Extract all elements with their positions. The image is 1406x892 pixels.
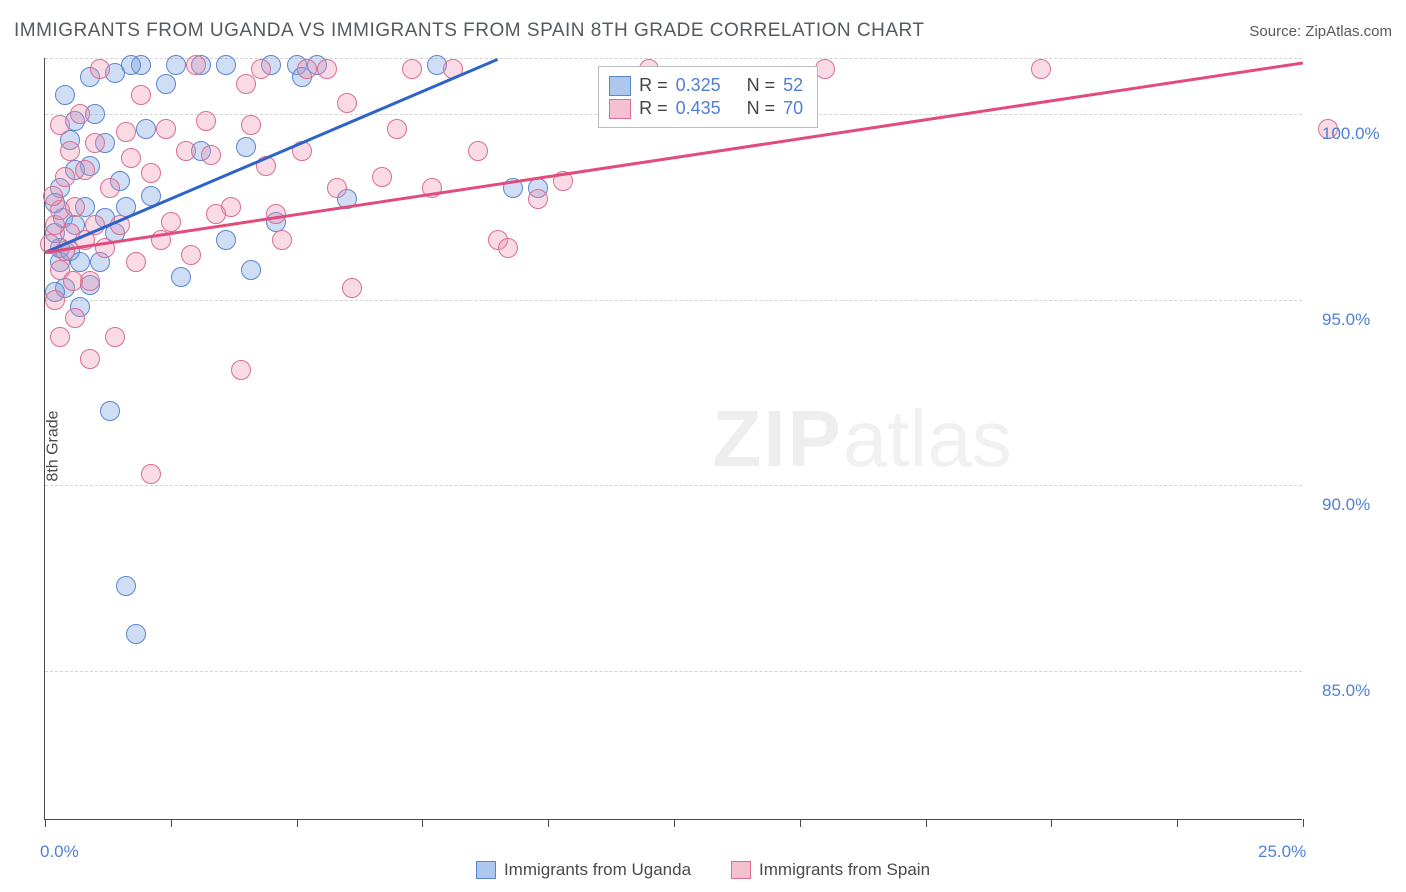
data-point bbox=[141, 163, 161, 183]
data-point bbox=[100, 401, 120, 421]
data-point bbox=[90, 59, 110, 79]
data-point bbox=[156, 74, 176, 94]
data-point bbox=[468, 141, 488, 161]
correlation-legend: R = 0.325 N = 52R = 0.435 N = 70 bbox=[598, 66, 818, 128]
source-label: Source: ZipAtlas.com bbox=[1249, 23, 1392, 40]
data-point bbox=[206, 204, 226, 224]
data-point bbox=[116, 576, 136, 596]
data-point bbox=[80, 271, 100, 291]
data-point bbox=[402, 59, 422, 79]
data-point bbox=[55, 85, 75, 105]
data-point bbox=[70, 104, 90, 124]
x-tick bbox=[171, 819, 172, 827]
data-point bbox=[75, 160, 95, 180]
data-point bbox=[43, 186, 63, 206]
data-point bbox=[121, 55, 141, 75]
data-point bbox=[131, 85, 151, 105]
data-point bbox=[337, 93, 357, 113]
data-point bbox=[272, 230, 292, 250]
x-tick bbox=[674, 819, 675, 827]
data-point bbox=[216, 230, 236, 250]
bottom-legend: Immigrants from Uganda Immigrants from Sp… bbox=[0, 860, 1406, 880]
data-point bbox=[136, 119, 156, 139]
y-tick-label: 95.0% bbox=[1322, 310, 1370, 330]
data-point bbox=[156, 119, 176, 139]
legend-swatch bbox=[609, 99, 631, 119]
x-tick bbox=[45, 819, 46, 827]
data-point bbox=[372, 167, 392, 187]
data-point bbox=[241, 260, 261, 280]
x-tick-label: 0.0% bbox=[40, 842, 79, 862]
x-tick-label: 25.0% bbox=[1258, 842, 1306, 862]
x-tick bbox=[1177, 819, 1178, 827]
data-point bbox=[60, 141, 80, 161]
data-point bbox=[121, 148, 141, 168]
legend-item: Immigrants from Uganda bbox=[476, 860, 691, 880]
legend-row: R = 0.435 N = 70 bbox=[609, 98, 803, 119]
data-point bbox=[1031, 59, 1051, 79]
data-point bbox=[50, 115, 70, 135]
data-point bbox=[50, 327, 70, 347]
x-tick bbox=[548, 819, 549, 827]
y-tick-label: 90.0% bbox=[1322, 495, 1370, 515]
chart-title: IMMIGRANTS FROM UGANDA VS IMMIGRANTS FRO… bbox=[14, 20, 925, 42]
data-point bbox=[186, 55, 206, 75]
data-point bbox=[317, 59, 337, 79]
gridline bbox=[45, 671, 1302, 672]
data-point bbox=[236, 137, 256, 157]
legend-row: R = 0.325 N = 52 bbox=[609, 75, 803, 96]
x-tick bbox=[297, 819, 298, 827]
legend-swatch bbox=[609, 76, 631, 96]
data-point bbox=[45, 290, 65, 310]
y-tick-label: 85.0% bbox=[1322, 681, 1370, 701]
data-point bbox=[171, 267, 191, 287]
x-tick bbox=[926, 819, 927, 827]
y-tick-label: 100.0% bbox=[1322, 124, 1380, 144]
data-point bbox=[236, 74, 256, 94]
data-point bbox=[176, 141, 196, 161]
data-point bbox=[55, 167, 75, 187]
data-point bbox=[216, 55, 236, 75]
data-point bbox=[241, 115, 261, 135]
data-point bbox=[65, 308, 85, 328]
x-tick bbox=[422, 819, 423, 827]
data-point bbox=[100, 178, 120, 198]
watermark: ZIPatlas bbox=[712, 393, 1011, 485]
data-point bbox=[80, 349, 100, 369]
legend-item: Immigrants from Spain bbox=[731, 860, 930, 880]
data-point bbox=[181, 245, 201, 265]
data-point bbox=[498, 238, 518, 258]
legend-swatch bbox=[476, 861, 496, 879]
data-point bbox=[196, 111, 216, 131]
x-tick bbox=[1051, 819, 1052, 827]
legend-swatch bbox=[731, 861, 751, 879]
data-point bbox=[166, 55, 186, 75]
data-point bbox=[105, 327, 125, 347]
data-point bbox=[201, 145, 221, 165]
data-point bbox=[116, 122, 136, 142]
data-point bbox=[297, 59, 317, 79]
data-point bbox=[161, 212, 181, 232]
data-point bbox=[141, 464, 161, 484]
gridline bbox=[45, 485, 1302, 486]
data-point bbox=[327, 178, 347, 198]
data-point bbox=[85, 133, 105, 153]
data-point bbox=[342, 278, 362, 298]
x-tick bbox=[800, 819, 801, 827]
data-point bbox=[387, 119, 407, 139]
data-point bbox=[65, 197, 85, 217]
data-point bbox=[251, 59, 271, 79]
scatter-plot: ZIPatlas R = 0.325 N = 52R = 0.435 N = 7… bbox=[44, 58, 1302, 820]
data-point bbox=[231, 360, 251, 380]
data-point bbox=[126, 252, 146, 272]
data-point bbox=[63, 271, 83, 291]
data-point bbox=[528, 189, 548, 209]
gridline bbox=[45, 300, 1302, 301]
x-tick bbox=[1303, 819, 1304, 827]
data-point bbox=[126, 624, 146, 644]
